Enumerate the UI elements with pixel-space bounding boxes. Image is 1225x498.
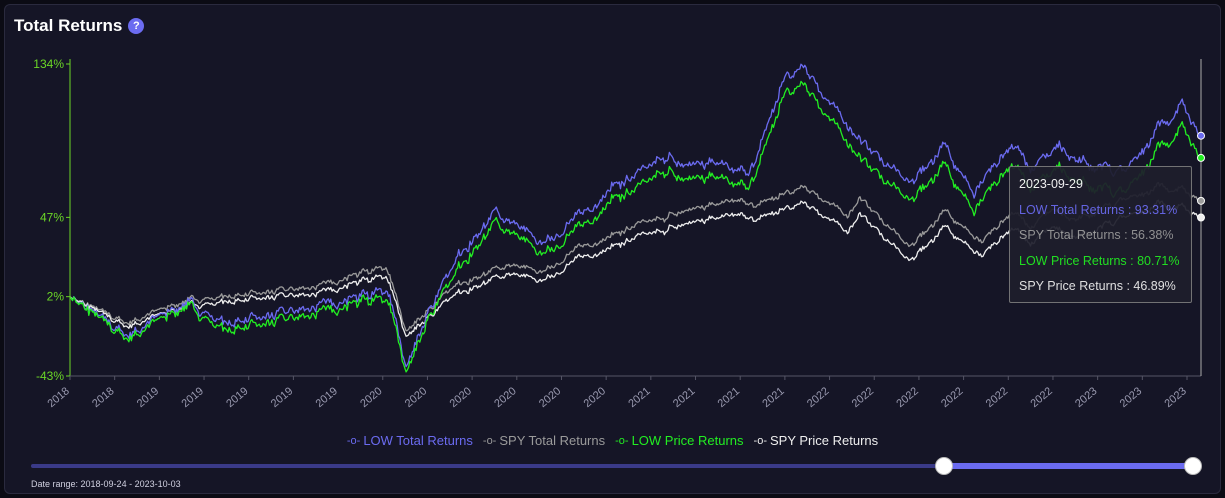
date-range-selection[interactable] [944,463,1194,469]
x-tick-label: 2020 [582,385,608,410]
date-range-track[interactable] [31,464,1194,468]
legend-item-low-total-returns[interactable]: -o- LOW Total Returns [347,433,473,448]
y-tick-label: 2% [47,290,65,304]
x-tick-label: 2019 [314,385,340,410]
legend-label: LOW Total Returns [363,433,473,448]
chart-title-text: Total Returns [14,16,123,35]
tooltip-row-low-total: LOW Total Returns : 93.31% [1019,202,1178,217]
series-end-marker [1197,131,1205,140]
legend-item-spy-total-returns[interactable]: -o- SPY Total Returns [483,433,605,448]
x-tick-label: 2021 [716,385,742,410]
hover-tooltip: 2023-09-29 LOW Total Returns : 93.31% SP… [1009,166,1192,303]
y-tick-label: -43% [36,369,64,383]
x-tick-label: 2021 [760,385,786,410]
legend-marker-icon: -o- [615,434,629,447]
tooltip-row-low-price: LOW Price Returns : 80.71% [1019,253,1180,268]
x-tick-label: 2020 [448,385,474,410]
x-tick-label: 2020 [403,385,429,410]
x-tick-label: 2022 [939,385,965,410]
question-circle-icon[interactable]: ? [128,18,145,34]
legend-label: SPY Total Returns [499,433,606,448]
series-end-marker [1197,213,1205,222]
legend-label: LOW Price Returns [631,433,744,448]
x-tick-label: 2022 [805,385,831,410]
tooltip-row-spy-total: SPY Total Returns : 56.38% [1019,228,1174,242]
x-tick-label: 2018 [90,385,116,410]
x-tick-label: 2022 [850,385,876,410]
x-tick-label: 2021 [671,385,697,410]
tooltip-row-spy-price: SPY Price Returns : 46.89% [1019,279,1176,293]
legend-marker-icon: -o- [482,434,497,447]
range-start-handle[interactable] [935,457,953,475]
x-tick-label: 2022 [1028,385,1054,410]
y-tick-label: 134% [33,57,64,71]
x-tick-label: 2022 [984,385,1010,410]
y-tick-label: 47% [40,210,64,224]
series-end-marker [1197,153,1205,162]
x-tick-label: 2020 [358,385,384,410]
x-tick-label: 2021 [626,385,652,410]
x-tick-label: 2020 [492,385,518,410]
legend-item-low-price-returns[interactable]: -o- LOW Price Returns [615,433,743,448]
x-tick-label: 2023 [1073,385,1099,410]
returns-line-chart: 134% 47% 2% -43% 2018 2018 2019 2019 2019 2019 201… [33,57,1205,410]
series-end-marker [1197,196,1205,205]
range-end-handle[interactable] [1184,457,1202,475]
x-tick-label: 2023 [1118,385,1144,410]
x-tick-label: 2020 [537,385,563,410]
legend-marker-icon: -o- [753,434,767,447]
x-tick-label: 2018 [45,385,71,410]
x-tick-label: 2019 [224,385,250,410]
x-tick-label: 2019 [179,385,205,410]
tooltip-date: 2023-09-29 [1019,177,1083,191]
chart-title: Total Returns ? [14,16,145,36]
legend-marker-icon: -o- [346,434,361,447]
chart-legend: -o- LOW Total Returns -o- SPY Total Retu… [0,433,1225,448]
legend-label: SPY Price Returns [770,433,879,448]
date-range-label: Date range: 2018-09-24 - 2023-10-03 [31,479,181,489]
x-tick-label: 2022 [894,385,920,410]
legend-item-spy-price-returns[interactable]: -o- SPY Price Returns [754,433,879,448]
x-tick-label: 2019 [135,385,161,410]
x-tick-label: 2023 [1162,385,1188,410]
x-tick-label: 2019 [269,385,295,410]
series-line-low-total-returns [69,63,1200,368]
